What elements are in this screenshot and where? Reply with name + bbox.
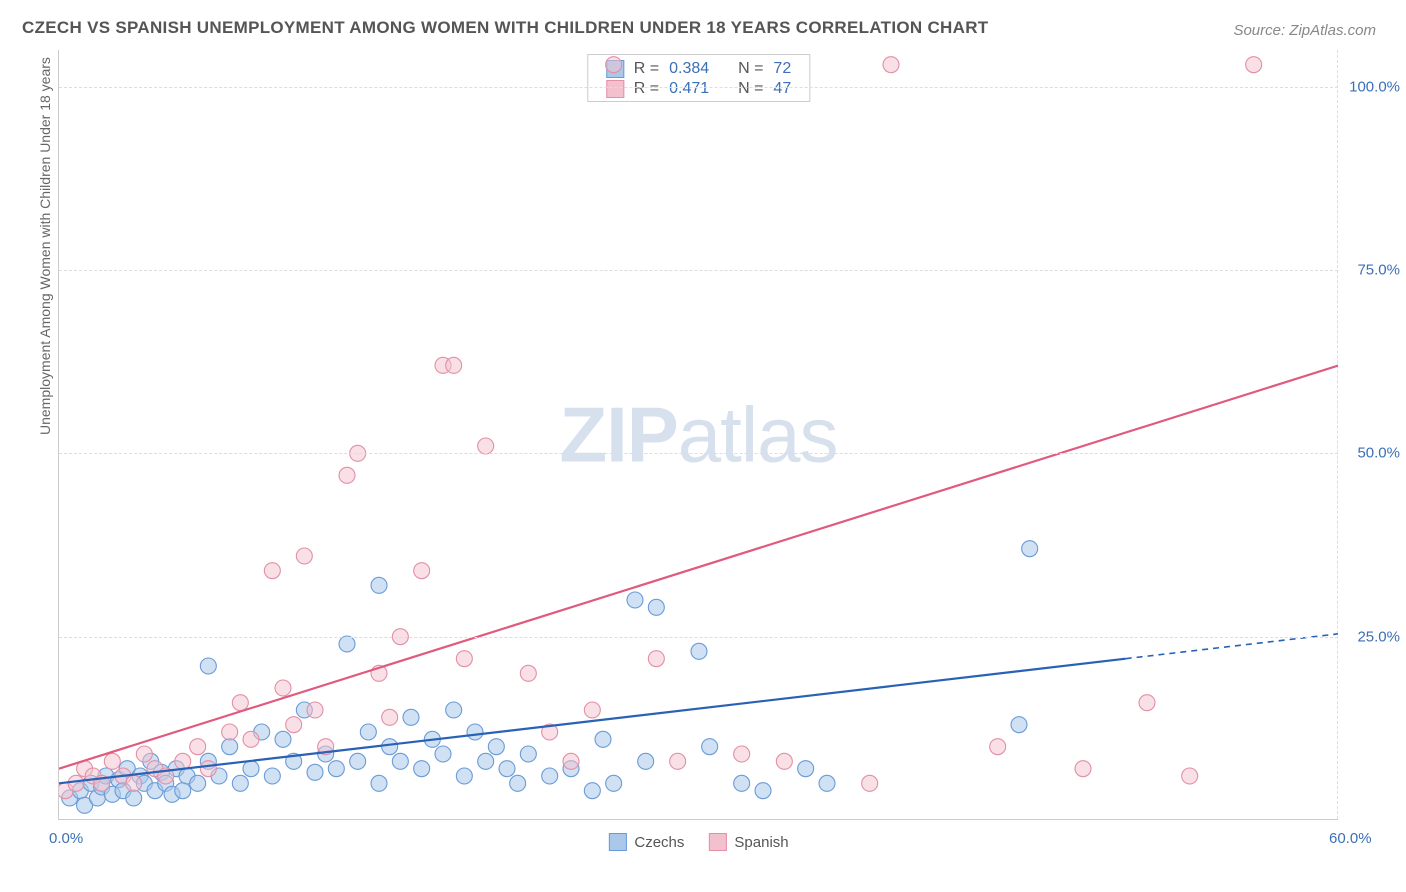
source-attribution: Source: ZipAtlas.com (1233, 22, 1376, 39)
legend-item-czechs: Czechs (608, 833, 684, 851)
legend-item-spanish: Spanish (708, 833, 788, 851)
y-tick-label: 75.0% (1357, 262, 1400, 279)
y-axis-label: Unemployment Among Women with Children U… (37, 57, 53, 435)
series-legend: Czechs Spanish (608, 833, 788, 851)
x-tick-label: 60.0% (1329, 830, 1372, 847)
chart-svg (59, 50, 1338, 819)
chart-title: CZECH VS SPANISH UNEMPLOYMENT AMONG WOME… (22, 18, 988, 38)
swatch-czechs-bottom (608, 833, 626, 851)
x-tick-label: 0.0% (49, 830, 83, 847)
swatch-spanish-bottom (708, 833, 726, 851)
chart-container: CZECH VS SPANISH UNEMPLOYMENT AMONG WOME… (0, 0, 1406, 892)
y-tick-label: 25.0% (1357, 628, 1400, 645)
y-tick-label: 50.0% (1357, 445, 1400, 462)
y-tick-label: 100.0% (1349, 78, 1400, 95)
plot-area: ZIPatlas R = 0.384 N = 72 R = 0.471 N = … (58, 50, 1338, 820)
